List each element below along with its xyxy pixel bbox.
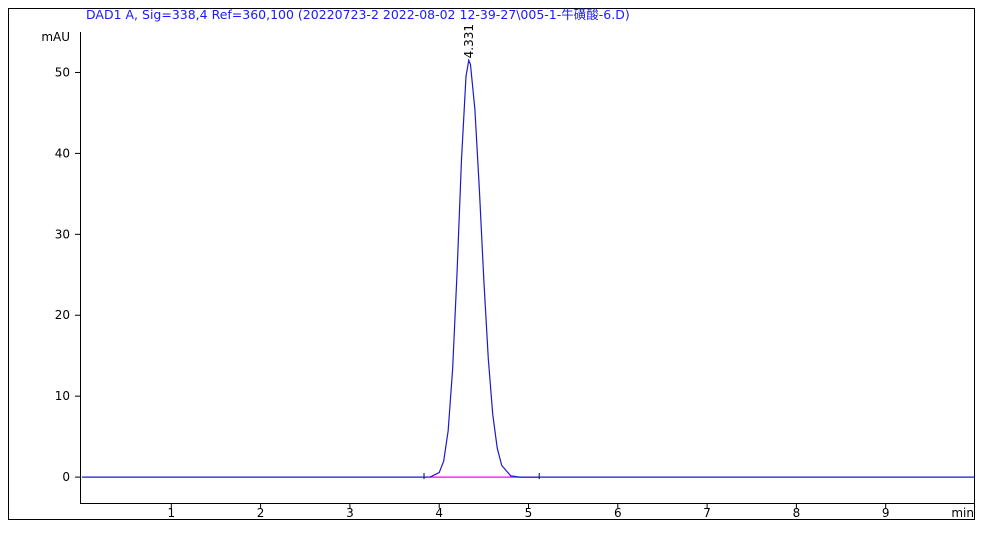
- y-tick-label: 40: [55, 146, 70, 160]
- x-tick-label: 9: [882, 506, 890, 520]
- x-tick-label: 8: [793, 506, 801, 520]
- y-tick-label: 50: [55, 65, 70, 79]
- x-tick-label: 4: [435, 506, 443, 520]
- y-axis-label: mAU: [41, 30, 70, 44]
- signal-trace: [82, 58, 975, 478]
- chart-title: DAD1 A, Sig=338,4 Ref=360,100 (20220723-…: [86, 7, 630, 22]
- x-tick-label: 2: [257, 506, 265, 520]
- y-tick-label: 30: [55, 227, 70, 241]
- x-tick-label: 7: [703, 506, 711, 520]
- frame: [8, 8, 975, 520]
- x-tick-label: 6: [614, 506, 622, 520]
- x-axis-label: min: [951, 506, 974, 520]
- y-tick-label: 0: [62, 470, 70, 484]
- x-tick-label: 5: [525, 506, 533, 520]
- y-tick-label: 10: [55, 389, 70, 403]
- x-tick-label: 1: [167, 506, 175, 520]
- x-tick-label: 3: [346, 506, 354, 520]
- peak-label: 4.331: [462, 24, 476, 58]
- y-tick-label: 20: [55, 308, 70, 322]
